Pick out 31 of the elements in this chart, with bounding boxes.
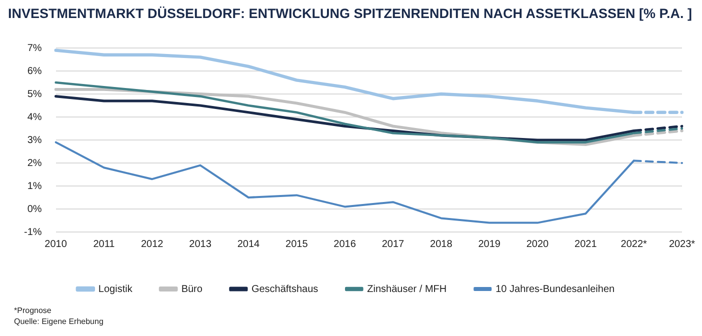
x-tick-label: 2021 [574,238,598,250]
x-tick-label: 2012 [141,238,164,250]
x-tick-label: 2010 [44,238,68,250]
text: *Prognose [14,305,52,316]
y-tick-label: 1% [27,180,42,192]
x-tick-label: 2018 [430,238,453,250]
legend-label: Logistik [98,284,134,295]
legend-label: Geschäftshaus [251,284,318,295]
y-tick-label: 6% [27,66,42,77]
y-tick-label: 7% [27,42,42,54]
y-tick-label: 3% [27,134,42,146]
x-tick-label: 2015 [286,238,308,250]
legend-label: 10 Jahres-Bundesanleihen [496,284,615,295]
x-tick-label: 2011 [93,238,116,250]
x-tick-label: 2014 [237,238,260,250]
source-note: Quelle: Eigene Erhebung [14,316,104,327]
x-tick-label: 2022* [620,238,648,250]
y-tick-label: 2% [27,158,42,169]
chart-title: INVESTMENTMARKT DÜSSELDORF: ENTWICKLUNG SPITZENRENDITEN NACH ASSETKLASSEN [% P.A. ] [8,6,692,21]
y-tick-label: 4% [27,112,42,123]
x-tick-label: 2023* [668,238,696,250]
x-tick-label: 2017 [382,238,405,250]
y-tick-label: 5% [27,88,42,100]
y-tick-label: -1% [24,226,42,238]
x-tick-label: 2013 [189,238,212,250]
x-tick-label: 2016 [334,238,356,250]
x-tick-label: 2019 [478,238,501,250]
legend-label: Büro [181,284,203,295]
legend-label: Zinshäuser / MFH [367,284,447,295]
y-tick-label: 0% [27,204,42,215]
x-tick-label: 2020 [526,238,550,250]
